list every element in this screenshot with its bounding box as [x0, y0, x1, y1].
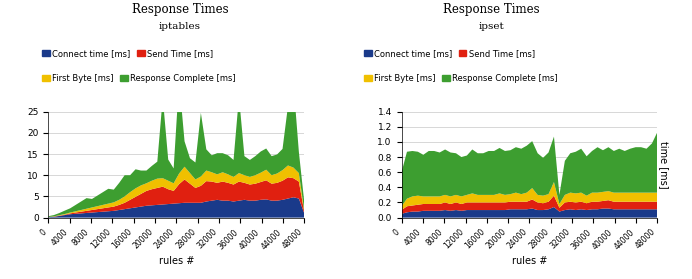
Legend: Connect time [ms], Send Time [ms]: Connect time [ms], Send Time [ms]: [364, 49, 535, 58]
X-axis label: rules #: rules #: [158, 256, 194, 266]
Text: iptables: iptables: [159, 22, 201, 31]
Text: ipset: ipset: [478, 22, 504, 31]
Text: Response Times: Response Times: [131, 3, 228, 16]
Legend: First Byte [ms], Response Complete [ms]: First Byte [ms], Response Complete [ms]: [42, 74, 236, 83]
Legend: Connect time [ms], Send Time [ms]: Connect time [ms], Send Time [ms]: [42, 49, 213, 58]
Y-axis label: time [ms]: time [ms]: [659, 141, 668, 188]
Text: Response Times: Response Times: [443, 3, 540, 16]
Legend: First Byte [ms], Response Complete [ms]: First Byte [ms], Response Complete [ms]: [364, 74, 558, 83]
X-axis label: rules #: rules #: [512, 256, 547, 266]
